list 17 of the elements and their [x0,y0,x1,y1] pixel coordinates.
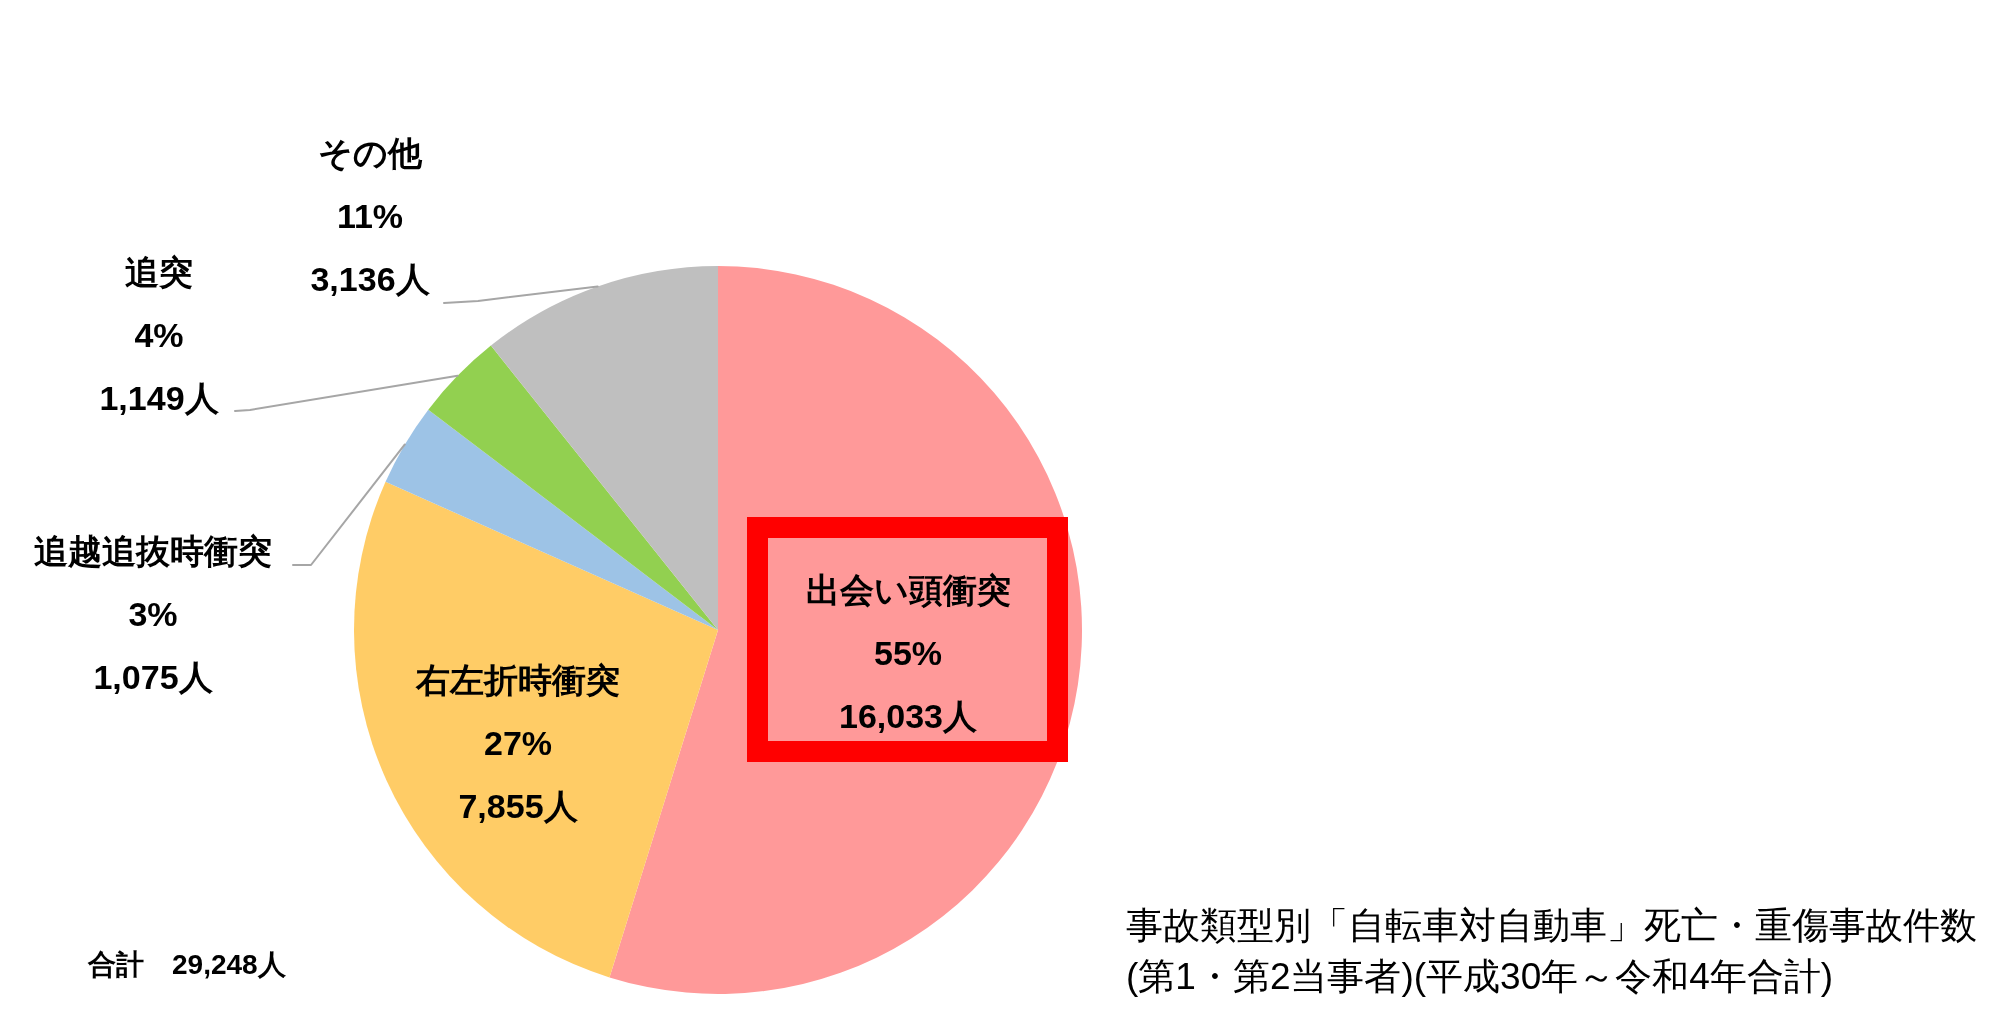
data-label: 55% 16,033人 [839,634,978,735]
text: 合計 29,248人 [87,949,287,980]
data-label: 27% 7,855人 [458,724,579,825]
data-label: 3% 1,075人 [93,595,214,696]
slice-label: その他 [318,134,423,172]
slice-label: 追越追抜時衝突 [34,532,272,570]
pie-slice [428,345,718,630]
pie-slice [385,409,718,630]
text: 事故類型別「自転車対自動車」死亡・重傷事故件数 [1126,905,1977,946]
slice-label: 追突 [125,253,193,291]
text: (第1・第2当事者)(平成30年～令和4年合計) [1126,956,1834,997]
slice-label: 右左折時衝突 [415,661,620,699]
pie-slice [354,481,718,978]
data-label: 11% 3,136人 [310,197,431,298]
data-label: 4% 1,149人 [99,316,220,417]
pie-slice [490,266,718,630]
slice-label: 出会い頭衝突 [805,571,1011,609]
